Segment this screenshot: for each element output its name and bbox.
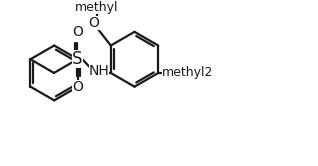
Text: O: O [72,25,83,39]
Text: O: O [89,16,100,30]
Text: methyl2: methyl2 [162,66,213,80]
Text: NH: NH [89,64,109,78]
Text: methyl: methyl [75,1,119,14]
Text: O: O [72,80,83,94]
Text: S: S [72,50,83,68]
